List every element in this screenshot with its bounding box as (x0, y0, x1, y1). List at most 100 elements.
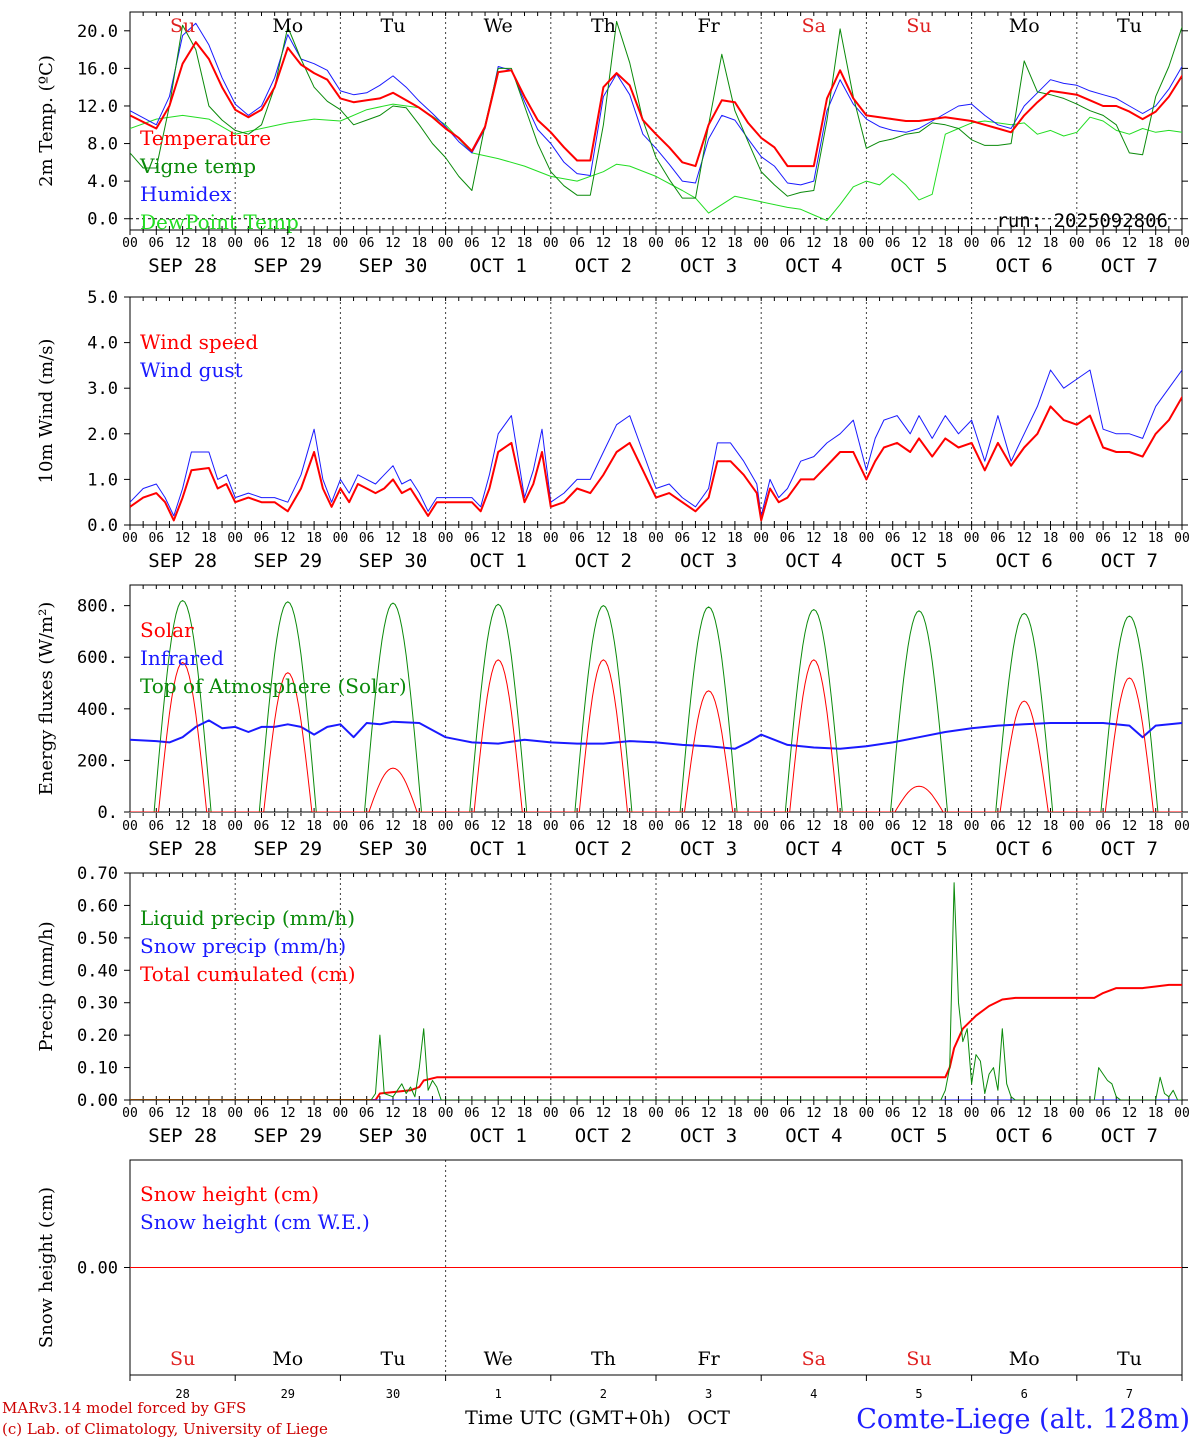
axis-temp-date-label: OCT 1 (470, 255, 527, 277)
axis-energy-hour-label: 06 (990, 819, 1006, 834)
axis-precip-hour-label: 06 (1095, 1106, 1111, 1121)
y-tick-label: 0.50 (77, 929, 118, 949)
y-tick-label: 0.00 (77, 1091, 118, 1111)
y-tick-label: 5.0 (87, 288, 118, 308)
axis-wind-hour-label: 12 (1016, 531, 1032, 546)
axis-wind-hour-label: 18 (517, 531, 533, 546)
axis-precip-date-label: OCT 2 (575, 1125, 632, 1147)
axis-energy-hour-label: 06 (885, 819, 901, 834)
axis-wind-hour-label: 18 (201, 531, 217, 546)
axis-wind-hour-label: 00 (227, 531, 243, 546)
panel-energy: 0. 200. 400. 600. 800. Energy fluxes (W/m²) So… (36, 584, 1188, 823)
axis-wind-hour-label: 18 (937, 531, 953, 546)
axis-wind-hour-label: 00 (964, 531, 980, 546)
axis-precip-date-label: OCT 3 (680, 1125, 737, 1147)
axis-wind-date-label: SEP 30 (359, 550, 428, 572)
series-line-solar (130, 659, 1182, 812)
axis-energy-date-label: SEP 29 (253, 838, 322, 860)
legend-entry: Infrared (140, 646, 224, 670)
axis-precip-date-label: SEP 29 (253, 1125, 322, 1147)
axis-energy-hour-label: 00 (227, 819, 243, 834)
axis-energy-hour-label: 00 (859, 819, 875, 834)
axis-energy-hour-label: 00 (438, 819, 454, 834)
axis-temp-hour-label: 00 (543, 236, 559, 251)
weekday-label: Mo (1009, 15, 1040, 37)
axis-wind-date-label: OCT 6 (996, 550, 1053, 572)
axis-wind-hour-label: 12 (385, 531, 401, 546)
series-line-liquid-precip-mm-h- (130, 882, 1182, 1100)
axis-precip-date-label: OCT 7 (1101, 1125, 1158, 1147)
y-tick-label: 800. (77, 597, 118, 617)
y-tick-label: 0.30 (77, 994, 118, 1014)
axis-energy-hour-label: 12 (701, 819, 717, 834)
series-line-infrared (130, 719, 1182, 750)
axis-precip-hour-label: 12 (1122, 1106, 1138, 1121)
axis-wind-hour-label: 18 (306, 531, 322, 546)
axis-temp-hour-label: 18 (937, 236, 953, 251)
axis-temp-hour-label: 12 (280, 236, 296, 251)
axis-energy-hour-label: 00 (1174, 819, 1190, 834)
axis-temp-date-label: OCT 5 (890, 255, 947, 277)
axis-temp-hour-label: 12 (385, 236, 401, 251)
axis-energy-date-label: OCT 3 (680, 838, 737, 860)
series-group (130, 882, 1182, 1100)
axis-energy-hour-label: 12 (911, 819, 927, 834)
axis-temp-hour-label: 12 (175, 236, 191, 251)
axis-energy-hour-label: 00 (333, 819, 349, 834)
axis-energy-hour-label: 00 (1069, 819, 1085, 834)
series-line-temperature (130, 41, 1182, 168)
y-tick-label: 0. (98, 803, 118, 823)
series-line-humidex (130, 22, 1182, 186)
y-tick-label: 0.20 (77, 1026, 118, 1046)
axis-precip-hour-label: 18 (517, 1106, 533, 1121)
y-tick-label: 4.0 (87, 172, 118, 192)
axis-precip-hour-label: 12 (911, 1106, 927, 1121)
axis-precip-date-label: OCT 5 (890, 1125, 947, 1147)
legend-entry: Vigne temp (139, 154, 256, 178)
y-tick-label: 0.0 (87, 210, 118, 230)
axis-wind-hour-label: 18 (622, 531, 638, 546)
axis-energy-hour-label: 18 (1043, 819, 1059, 834)
axis-energy-hour-label: 18 (937, 819, 953, 834)
axis-wind-hour-label: 06 (780, 531, 796, 546)
axis-energy-hour-label: 06 (464, 819, 480, 834)
axis-wind-hour-label: 00 (333, 531, 349, 546)
axis-temp-hour-label: 12 (911, 236, 927, 251)
axis-temp-hour-label: 06 (359, 236, 375, 251)
axis-energy-hour-label: 06 (674, 819, 690, 834)
axis-precip-hour-label: 12 (175, 1106, 191, 1121)
bottom-weekday-label: Sa (802, 1348, 826, 1370)
bottom-weekday-label: Tu (381, 1348, 406, 1370)
axis-energy-hour-label: 18 (727, 819, 743, 834)
axis-energy-hour-label: 06 (359, 819, 375, 834)
axis-precip-date-label: OCT 6 (996, 1125, 1053, 1147)
axis-precip-hour-label: 00 (648, 1106, 664, 1121)
axis-temp-date-label: OCT 6 (996, 255, 1053, 277)
weekday-label: Th (591, 15, 616, 37)
axis-energy-hour-label: 12 (1016, 819, 1032, 834)
axis-precip-hour-label: 06 (148, 1106, 164, 1121)
axis-energy-date-label: OCT 4 (785, 838, 842, 860)
axis-wind-hour-label: 12 (596, 531, 612, 546)
footer-credit-line: (c) Lab. of Climatology, University of L… (2, 1420, 328, 1438)
y-tick-label: 3.0 (87, 379, 118, 399)
footer-model-line: MARv3.14 model forced by GFS (2, 1399, 246, 1417)
axis-temp-hour-label: 06 (780, 236, 796, 251)
axis-precip-hour-label: 06 (990, 1106, 1006, 1121)
axis-wind-hour-label: 06 (1095, 531, 1111, 546)
y-tick-label: 600. (77, 648, 118, 668)
axis-precip-hour-label: 06 (569, 1106, 585, 1121)
axis-precip-date-label: OCT 4 (785, 1125, 842, 1147)
axis-energy-hour-label: 00 (753, 819, 769, 834)
weekday-label: Tu (381, 15, 406, 37)
axis-temp-hour-label: 06 (1095, 236, 1111, 251)
axis-temp-hour-label: 00 (648, 236, 664, 251)
axis-precip-hour-label: 00 (543, 1106, 559, 1121)
axis-precip-hour-label: 18 (727, 1106, 743, 1121)
y-tick-label: 1.0 (87, 470, 118, 490)
axis-wind-hour-label: 00 (543, 531, 559, 546)
axis-temp-date-label: SEP 28 (148, 255, 217, 277)
axis-temp-hour-label: 06 (569, 236, 585, 251)
axis-energy-date-label: OCT 5 (890, 838, 947, 860)
legend-entry: Snow height (cm) (140, 1182, 319, 1206)
